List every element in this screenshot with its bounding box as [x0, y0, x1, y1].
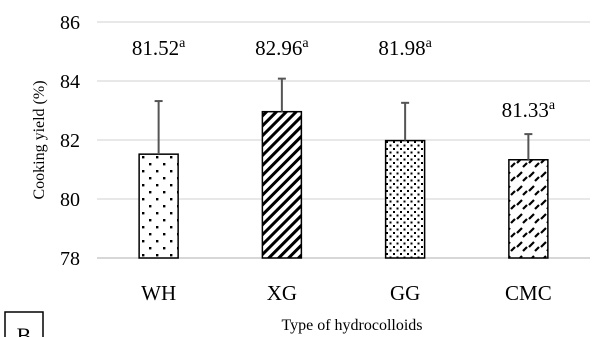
- data-label-letter: a: [302, 36, 309, 51]
- panel-label-box: B: [5, 312, 43, 337]
- y-axis-title: Cooking yield (%): [31, 80, 48, 199]
- x-axis-title: Type of hydrocolloids: [281, 317, 422, 334]
- error-bars: [155, 79, 533, 160]
- data-label-gg: 81.98a: [378, 36, 432, 60]
- bar-wh: [139, 154, 178, 258]
- y-tick-label: 78: [60, 248, 80, 270]
- data-label-value: 81.52: [132, 36, 179, 60]
- y-tick-label: 80: [60, 189, 80, 211]
- data-label-value: 81.33: [502, 98, 549, 122]
- data-label-letter: a: [179, 36, 186, 51]
- y-tick-labels: 78 80 82 84 86: [60, 12, 80, 270]
- x-category-labels: WH XG GG CMC: [141, 281, 552, 305]
- bar-xg: [262, 112, 301, 258]
- x-category-label: WH: [141, 281, 176, 305]
- panel-label: B: [17, 323, 32, 337]
- data-label-value: 81.98: [378, 36, 425, 60]
- y-tick-label: 84: [60, 71, 80, 93]
- data-label-xg: 82.96a: [255, 36, 309, 60]
- y-tick-label: 82: [60, 130, 80, 152]
- bars: [139, 112, 548, 258]
- x-category-label: GG: [390, 281, 420, 305]
- data-label-wh: 81.52a: [132, 36, 186, 60]
- x-category-label: XG: [267, 281, 297, 305]
- data-label-cmc: 81.33a: [502, 98, 556, 122]
- bar-cmc: [509, 160, 548, 258]
- data-label-letter: a: [549, 98, 556, 113]
- data-label-letter: a: [426, 36, 433, 51]
- data-label-value: 82.96: [255, 36, 302, 60]
- x-category-label: CMC: [505, 281, 552, 305]
- bar-gg: [386, 141, 425, 258]
- y-tick-label: 86: [60, 12, 80, 34]
